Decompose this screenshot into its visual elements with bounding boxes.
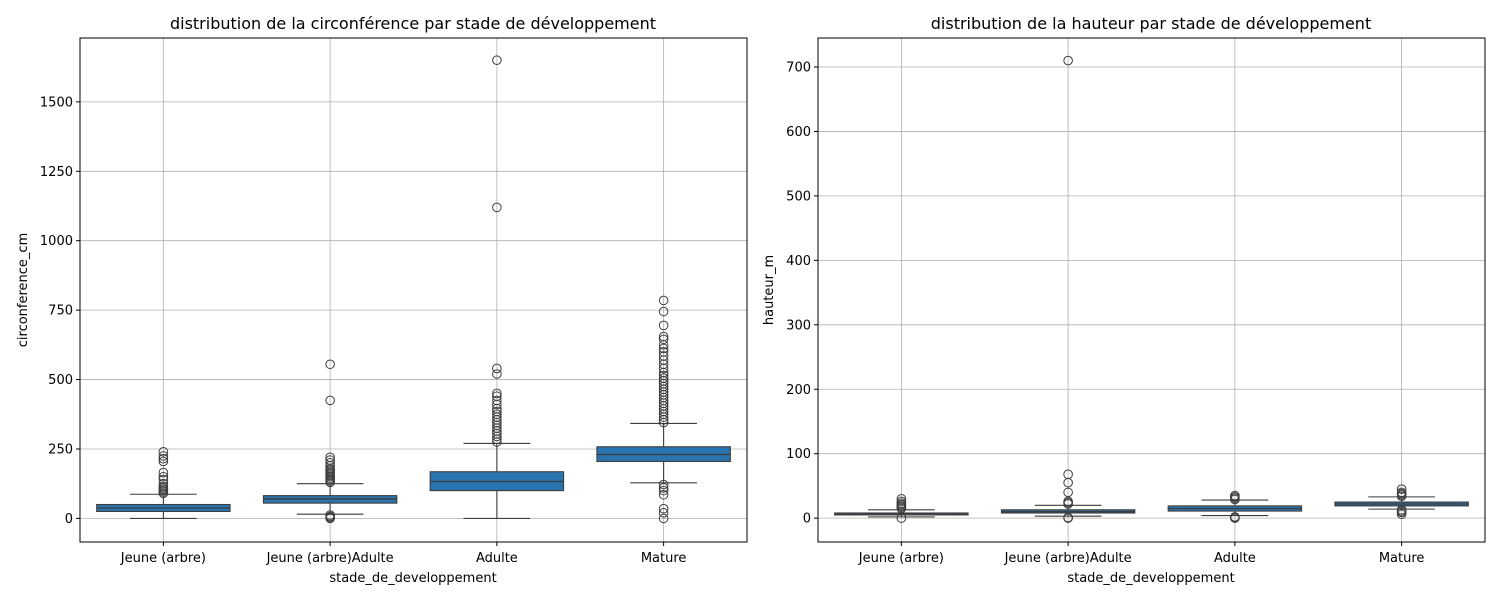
x-tick-label: Adulte: [476, 551, 518, 566]
outlier-point: [658, 503, 669, 514]
x-tick-label: Jeune (arbre)Adulte: [1004, 551, 1132, 566]
outlier-point: [658, 331, 669, 342]
box-2: [429, 55, 565, 519]
outlier-point: [658, 508, 669, 518]
height-boxplot-panel: distribution de la hauteur par stade de …: [762, 14, 1486, 586]
outlier-point: [492, 55, 502, 66]
outlier-point: [658, 306, 669, 317]
y-tick-label: 400: [786, 254, 811, 269]
outlier-point: [1063, 469, 1073, 480]
circumference-boxplot-panel: distribution de la circonférence par sta…: [16, 14, 748, 586]
outlier-point: [658, 489, 669, 500]
box-0: [834, 494, 969, 523]
y-tick-label: 1250: [40, 165, 73, 180]
outlier-point: [1230, 512, 1240, 522]
outlier-point: [492, 363, 502, 374]
outlier-point: [492, 391, 502, 402]
box-3: [596, 295, 731, 524]
y-tick-label: 750: [48, 304, 73, 319]
x-axis-label: stade_de_developpement: [329, 571, 496, 586]
outlier-point: [1063, 55, 1073, 66]
y-tick-label: 200: [786, 383, 811, 398]
box-3: [1334, 484, 1469, 520]
y-tick-label: 500: [786, 189, 811, 204]
outlier-point: [658, 295, 669, 306]
outlier-point: [1396, 504, 1407, 515]
y-tick-label: 100: [786, 447, 811, 462]
x-axis-label: stade_de_developpement: [1067, 571, 1234, 586]
outlier-point: [658, 370, 669, 381]
y-tick-label: 700: [786, 61, 811, 76]
outlier-point: [658, 485, 669, 496]
box-0: [96, 446, 231, 519]
outlier-point: [1396, 487, 1407, 498]
outlier-point: [158, 478, 169, 489]
box-1: [1000, 55, 1136, 523]
outlier-point: [492, 395, 502, 406]
outlier-point: [158, 446, 169, 457]
plot-frame: [817, 37, 1486, 543]
outlier-point: [492, 202, 502, 213]
outlier-point: [896, 496, 907, 507]
outlier-point: [158, 474, 169, 485]
outlier-point: [658, 343, 669, 354]
outlier-point: [658, 346, 669, 357]
plot-area: 0 250 500 750 1000 1250 1500 Jeune (arbre) Jeune…: [40, 37, 748, 566]
y-tick-label: 1000: [40, 234, 73, 249]
outlier-point: [658, 479, 669, 490]
outlier-point: [158, 471, 169, 482]
box-2: [1167, 490, 1303, 523]
outlier-point: [325, 510, 335, 520]
x-tick-label: Adulte: [1214, 551, 1256, 566]
outlier-point: [1063, 512, 1073, 523]
plot-frame: [79, 37, 748, 543]
outlier-point: [158, 453, 169, 464]
y-tick-label: 600: [786, 125, 811, 140]
outlier-point: [158, 467, 169, 478]
outlier-point: [658, 513, 669, 524]
outlier-point: [492, 409, 502, 420]
y-tick-label: 1500: [40, 95, 73, 110]
y-axis-label: circonference_cm: [16, 233, 31, 348]
x-tick-label: Jeune (arbre)Adulte: [266, 551, 394, 566]
outlier-point: [492, 388, 502, 399]
plot-area: 0 100 200 300 400 500 600 700 Jeune (arbre) Jeune…: [786, 37, 1486, 566]
outlier-point: [325, 359, 335, 370]
outlier-point: [158, 451, 169, 461]
outlier-point: [896, 513, 907, 523]
outlier-point: [158, 456, 169, 467]
outlier-point: [658, 483, 669, 493]
outlier-point: [896, 494, 907, 504]
y-axis-label: hauteur_m: [762, 255, 777, 325]
outlier-point: [158, 481, 169, 492]
x-tick-label: Jeune (arbre): [120, 551, 206, 566]
y-tick-label: 250: [48, 442, 73, 457]
outlier-point: [325, 395, 335, 406]
outlier-point: [658, 373, 669, 383]
y-tick-label: 300: [786, 318, 811, 333]
outlier-point: [1230, 490, 1240, 501]
outlier-point: [492, 406, 502, 417]
outlier-point: [325, 458, 335, 468]
outlier-point: [1396, 484, 1407, 494]
outlier-point: [325, 455, 335, 465]
x-tick-label: Mature: [1379, 551, 1425, 566]
box-1: [262, 359, 398, 524]
x-tick-label: Mature: [641, 551, 687, 566]
outlier-point: [658, 351, 669, 361]
outlier-point: [1063, 487, 1073, 498]
y-tick-label: 0: [65, 512, 73, 527]
outlier-point: [658, 334, 669, 345]
y-tick-label: 0: [803, 512, 811, 527]
y-tick-label: 500: [48, 373, 73, 388]
x-tick-label: Jeune (arbre): [858, 551, 944, 566]
outlier-point: [658, 320, 669, 331]
outlier-point: [325, 452, 335, 463]
outlier-point: [492, 369, 502, 379]
chart-title: distribution de la hauteur par stade de …: [931, 14, 1371, 33]
chart-title: distribution de la circonférence par sta…: [170, 14, 656, 33]
